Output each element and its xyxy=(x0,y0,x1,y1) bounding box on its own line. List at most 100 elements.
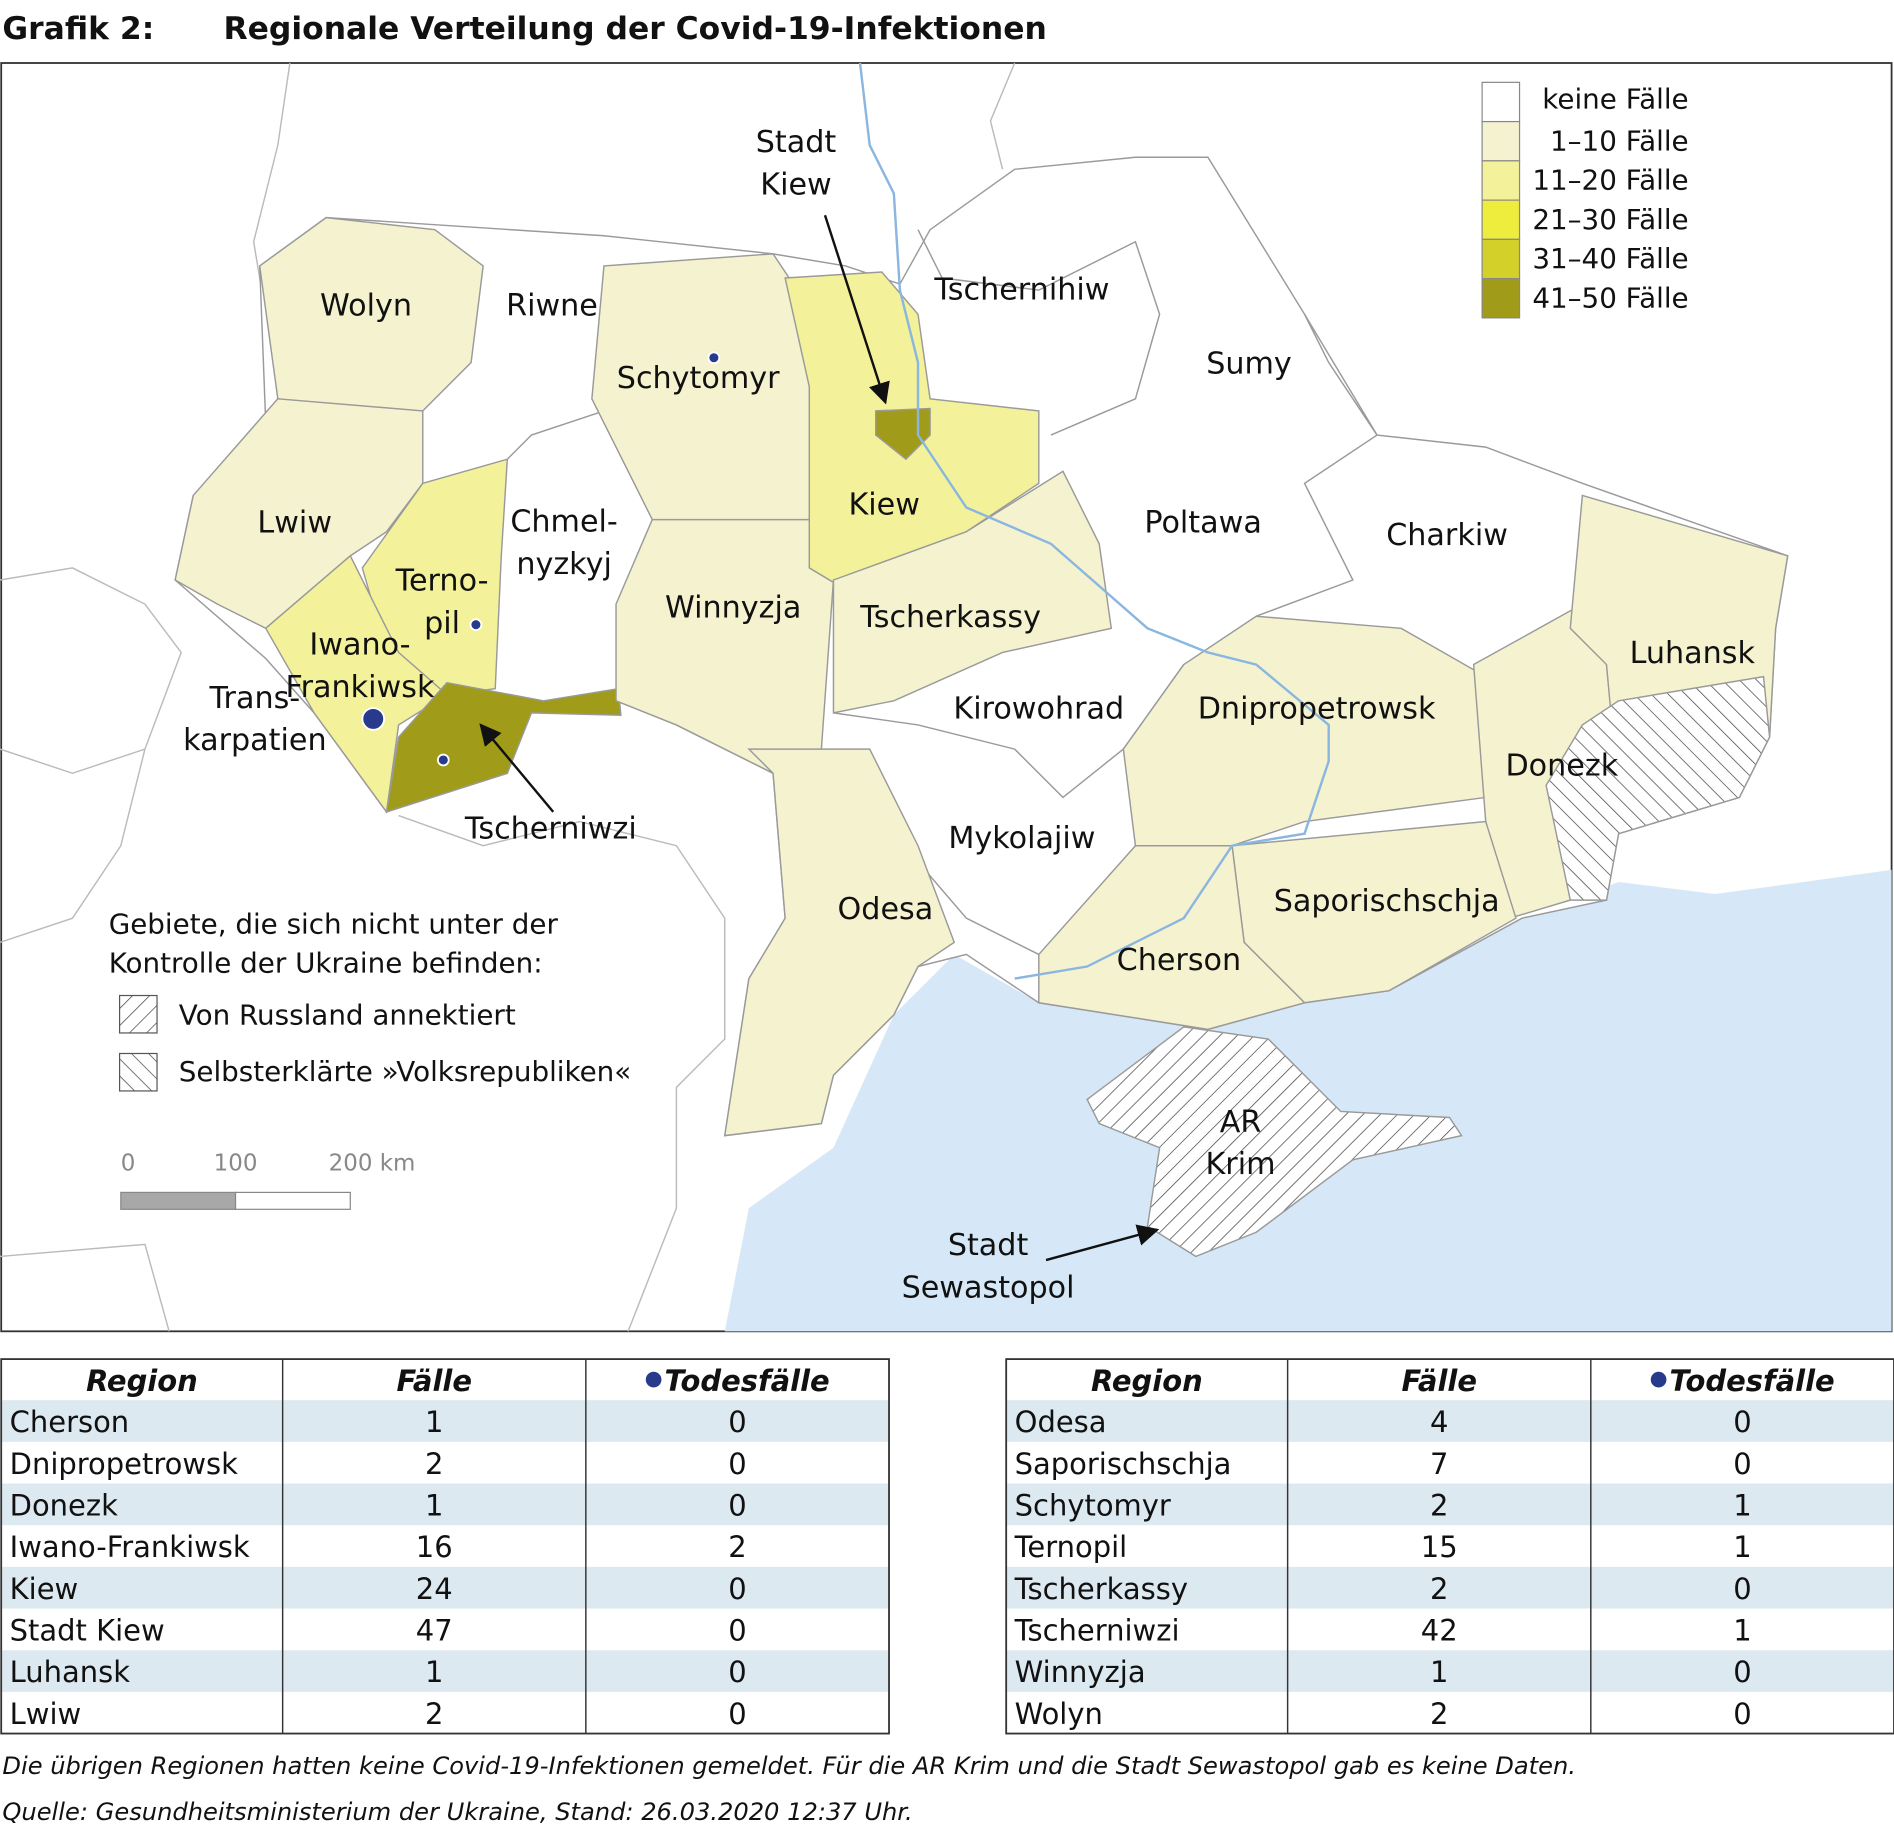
scale-bar xyxy=(234,1191,351,1210)
region-label: Kiew xyxy=(760,168,831,203)
table-cell: 0 xyxy=(1733,1655,1751,1689)
table-frame xyxy=(0,1358,890,1735)
table-cell: 1 xyxy=(1733,1489,1751,1523)
note: Die übrigen Regionen hatten keine Covid-… xyxy=(2,1752,1576,1780)
map: Wolyn Riwne Schytomyr Stadt Kiew Tschernihiw S… xyxy=(0,62,1893,1333)
territory-label: Selbsterklärte »Volksrepubliken« xyxy=(179,1055,632,1088)
region-label: Wolyn xyxy=(320,288,412,323)
border xyxy=(0,748,146,944)
river xyxy=(858,62,1330,980)
table-cell: 0 xyxy=(728,1489,746,1523)
table: Region Odesa Saporischschja Schytomyr Ternop… xyxy=(1005,1358,1894,1735)
table-cell: Wolyn xyxy=(1015,1697,1103,1731)
region-label: Tscherniwzi xyxy=(464,811,637,846)
region-label: Kiew xyxy=(848,488,919,523)
column-header: Todesfälle xyxy=(1669,1364,1834,1398)
column-header: Todesfälle xyxy=(664,1364,829,1398)
table-cell: Ternopil xyxy=(1014,1530,1128,1564)
row-stripe xyxy=(1,1400,890,1442)
region-crimea xyxy=(1086,1026,1463,1258)
death-symbol xyxy=(645,1371,662,1388)
table-cell: 0 xyxy=(728,1572,746,1606)
territory-heading: Gebiete, die sich nicht unter der xyxy=(109,908,559,941)
region-label: Charkiw xyxy=(1386,518,1508,553)
territory-heading: Kontrolle der Ukraine befinden: xyxy=(109,946,543,979)
table-cell: Dnipropetrowsk xyxy=(10,1447,238,1481)
table-cell: 0 xyxy=(728,1614,746,1648)
region-odesa xyxy=(723,748,956,1137)
scale-label: 100 xyxy=(214,1150,258,1176)
note: Quelle: Gesundheitsministerium der Ukrai… xyxy=(2,1798,912,1826)
region-label: Sumy xyxy=(1206,346,1292,381)
table-frame xyxy=(1005,1358,1894,1735)
table-cell: Tscherkassy xyxy=(1014,1572,1188,1606)
table-cell: Winnyzja xyxy=(1015,1655,1146,1689)
table-cell: 2 xyxy=(425,1697,443,1731)
table-cell: 0 xyxy=(728,1447,746,1481)
territory-swatch xyxy=(118,994,158,1034)
region-label: Riwne xyxy=(506,288,598,323)
table-cell: 1 xyxy=(1733,1530,1751,1564)
legend-label: 41–50 Fälle xyxy=(1532,281,1688,314)
border xyxy=(989,62,1016,170)
territory-swatch xyxy=(118,1052,158,1092)
figure-label: Grafik 2: xyxy=(2,11,154,47)
scale-label: 0 xyxy=(121,1150,136,1176)
legend-label: keine Fälle xyxy=(1542,83,1688,116)
table-cell: 24 xyxy=(416,1572,453,1606)
death-symbol xyxy=(1650,1371,1667,1388)
region-label: Saporischschja xyxy=(1274,884,1500,919)
death-dot xyxy=(707,351,721,365)
region-label: Iwano- xyxy=(309,628,410,663)
table-cell: 2 xyxy=(1430,1697,1448,1731)
legend-swatch xyxy=(1481,278,1521,319)
legend-label: 31–40 Fälle xyxy=(1532,242,1688,275)
legend-swatch xyxy=(1481,199,1521,240)
table-cell: 2 xyxy=(425,1447,443,1481)
row-stripe xyxy=(1,1483,890,1526)
region-cherson xyxy=(1038,845,1306,1031)
region-label: Poltawa xyxy=(1144,506,1262,541)
table-cell: Luhansk xyxy=(10,1655,131,1689)
region-label: Tscherkassy xyxy=(859,600,1041,635)
table: Region Cherson Dnipropetrowsk Donezk Iwano-F… xyxy=(0,1358,890,1735)
region-label: Cherson xyxy=(1117,943,1242,978)
region-stadt-kiew xyxy=(875,407,931,461)
region-border xyxy=(917,229,1161,436)
table-cell: 0 xyxy=(1733,1405,1751,1439)
region-label: Dnipropetrowsk xyxy=(1198,692,1436,727)
region-label: Schytomyr xyxy=(617,361,780,396)
region-separatist xyxy=(1545,675,1771,901)
region-label: karpatien xyxy=(183,723,326,758)
region-label: Tschernihiw xyxy=(933,273,1109,308)
region-label: Trans- xyxy=(209,681,301,716)
table-cell: 0 xyxy=(1733,1697,1751,1731)
table-cell: Odesa xyxy=(1015,1405,1107,1439)
table-cell: 4 xyxy=(1430,1405,1448,1439)
death-dot xyxy=(469,618,483,632)
table-cell: 2 xyxy=(728,1530,746,1564)
table-cell: 2 xyxy=(1430,1489,1448,1523)
table-cell: 42 xyxy=(1421,1614,1458,1648)
region-label: Frankiwsk xyxy=(285,670,434,705)
region-tscherniwzi xyxy=(385,681,622,813)
region-dnipropetrowsk xyxy=(1122,615,1487,847)
legend-label: 21–30 Fälle xyxy=(1532,203,1688,236)
region-border xyxy=(1255,313,1379,617)
legend-swatch xyxy=(1481,120,1521,162)
region-label: AR xyxy=(1220,1105,1262,1140)
table-cell: Tscherniwzi xyxy=(1014,1614,1180,1648)
row-stripe xyxy=(1,1566,890,1609)
figure-title: Regionale Verteilung der Covid-19-Infekt… xyxy=(223,11,1046,47)
region-label: Donezk xyxy=(1505,749,1618,784)
column-header: Fälle xyxy=(1401,1364,1477,1398)
column-header: Fälle xyxy=(396,1364,472,1398)
table-cell: Saporischschja xyxy=(1015,1447,1232,1481)
row-stripe xyxy=(1006,1483,1894,1526)
region-label: Chmel- xyxy=(510,505,617,540)
region-label: Mykolajiw xyxy=(948,821,1095,856)
death-dot xyxy=(436,753,450,767)
arrow xyxy=(479,723,555,813)
